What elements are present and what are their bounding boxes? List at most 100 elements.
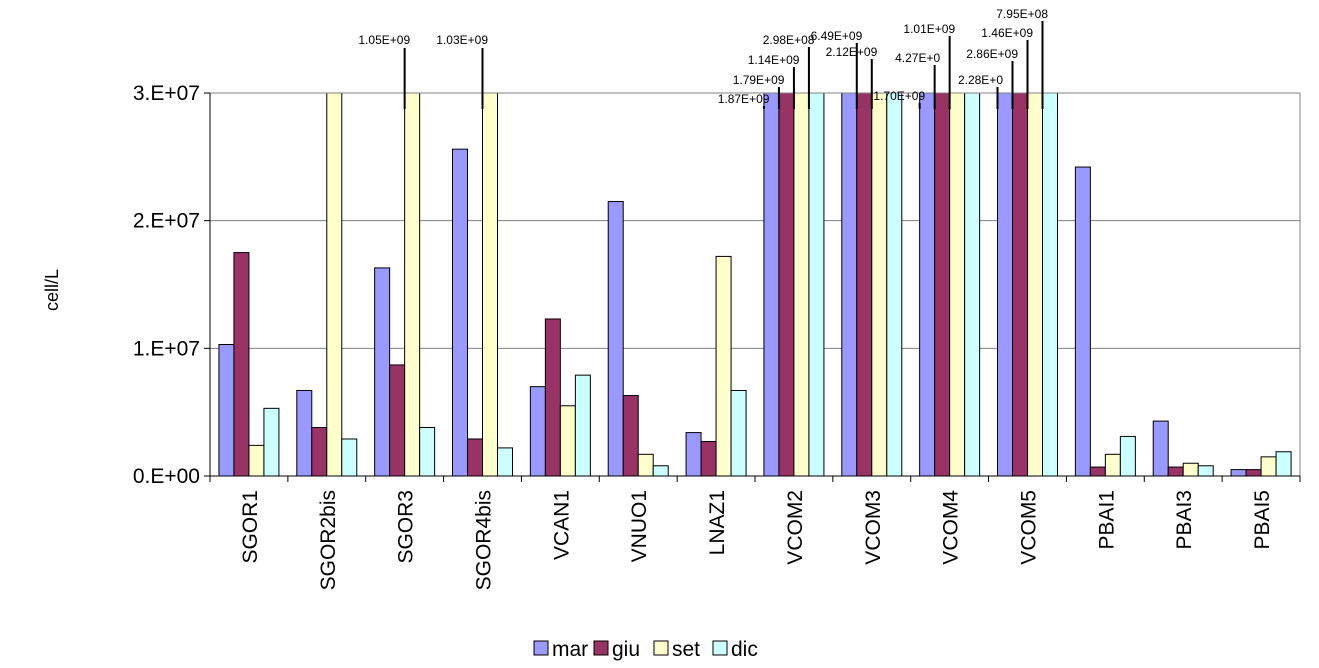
bar-vcom4-dic: [964, 92, 981, 477]
bar-vcom2-dic: [808, 92, 825, 477]
bar-vcom3-mar: [841, 92, 858, 477]
bar-pbai3-giu: [1167, 466, 1184, 477]
bar-sgor2bis-dic: [341, 438, 358, 477]
x-tick-label: PBAI5: [1251, 490, 1274, 550]
y-tick-label: 2.E+07: [133, 210, 200, 233]
bar-vcom5-set: [1027, 92, 1043, 477]
bar-sgor3-giu: [389, 364, 406, 477]
data-label: 1.01E+09: [903, 22, 955, 36]
data-label: 7.95E+08: [996, 7, 1048, 21]
bar-vnuo1-giu: [622, 395, 639, 477]
legend-label-mar: mar: [552, 638, 588, 661]
annotations: 1.05E+09 1.03E+09 1.87E+09 1.79E+09 1.14E+09…: [358, 7, 1048, 109]
bar-pbai5-set: [1260, 456, 1277, 477]
bars: [218, 92, 1292, 477]
data-label: 1.46E+09: [981, 26, 1033, 40]
y-tick-label: 3.E+07: [133, 82, 200, 105]
data-label: 2.98E+08: [763, 33, 815, 47]
bar-sgor2bis-mar: [296, 389, 313, 477]
data-label: 1.03E+09: [436, 33, 488, 47]
bar-sgor2bis-giu: [311, 426, 328, 477]
bar-vcom2-mar: [763, 92, 780, 477]
x-tick-label: PBAI3: [1173, 490, 1196, 550]
bar-vcom3-giu: [856, 92, 873, 477]
data-label: 4.27E+0: [895, 51, 940, 65]
x-tick-label: VNUO1: [628, 490, 651, 562]
bar-pbai5-giu: [1245, 469, 1262, 477]
axes: 0.E+00 1.E+07 2.E+07 3.E+07 SGOR1 SGOR2bis SGO…: [133, 82, 1301, 590]
bar-vcom2-giu: [778, 92, 795, 477]
x-tick-label: VCOM5: [1018, 490, 1041, 565]
bar-sgor4bis-dic: [497, 447, 513, 477]
data-label: 1.70E+09: [873, 89, 925, 103]
x-tick-label: SGOR2bis: [317, 490, 340, 590]
bar-pbai5-mar: [1230, 469, 1247, 477]
bar-vcan1-dic: [574, 374, 591, 477]
bar-sgor1-dic: [263, 407, 280, 477]
bar-sgor1-giu: [233, 252, 250, 477]
bar-vnuo1-mar: [607, 201, 624, 477]
bar-lnaz1-giu: [700, 441, 717, 477]
bar-vcom5-mar: [997, 92, 1013, 477]
legend-label-dic: dic: [731, 638, 758, 661]
bar-pbai5-dic: [1275, 451, 1292, 477]
bar-pbai3-set: [1182, 462, 1199, 477]
bar-vcom3-dic: [886, 92, 903, 477]
data-label: 2.12E+09: [826, 45, 878, 59]
bar-sgor3-dic: [419, 426, 436, 477]
bar-pbai1-giu: [1089, 466, 1106, 477]
y-axis-label: cell/L: [42, 269, 62, 311]
legend-swatch-set: [653, 640, 669, 656]
bar-vcom4-giu: [934, 92, 951, 477]
data-label: 2.86E+09: [966, 47, 1018, 61]
data-label: 1.05E+09: [358, 33, 410, 47]
x-tick-label: SGOR3: [395, 490, 418, 564]
legend-swatch-mar: [533, 640, 549, 656]
bar-sgor4bis-set: [482, 92, 498, 477]
bar-vcom2-set: [793, 92, 810, 477]
legend-swatch-dic: [712, 640, 728, 656]
legend-swatch-giu: [593, 640, 609, 656]
grid-lines: [210, 92, 1300, 349]
bar-sgor3-set: [404, 92, 421, 477]
bar-sgor1-mar: [218, 344, 235, 477]
data-label: 6.49E+09: [811, 29, 863, 43]
x-tick-label: VCOM4: [940, 490, 963, 565]
bar-vcom5-giu: [1012, 92, 1028, 477]
bar-sgor4bis-giu: [467, 438, 483, 477]
bar-vcan1-giu: [544, 318, 561, 477]
bar-lnaz1-set: [715, 255, 732, 477]
bar-sgor2bis-set: [326, 92, 343, 477]
bar-pbai3-dic: [1197, 465, 1214, 477]
bar-vcan1-mar: [529, 386, 546, 477]
bar-sgor4bis-mar: [452, 148, 468, 477]
bar-vcom4-mar: [919, 92, 936, 477]
bar-vcom5-dic: [1042, 92, 1058, 477]
bar-pbai1-mar: [1074, 166, 1091, 477]
bar-sgor1-set: [248, 444, 265, 477]
legend-label-giu: giu: [612, 638, 640, 661]
x-tick-label: VCAN1: [550, 490, 573, 560]
data-label: 2.28E+0: [958, 73, 1003, 87]
y-tick-label: 1.E+07: [133, 337, 200, 360]
data-label: 1.87E+09: [718, 92, 770, 106]
bar-pbai1-set: [1104, 453, 1121, 477]
legend-label-set: set: [672, 638, 700, 661]
y-tick-label: 0.E+00: [133, 465, 200, 488]
data-label: 1.14E+09: [748, 53, 800, 67]
x-tick-label: VCOM3: [862, 490, 885, 565]
x-tick-label: SGOR4bis: [473, 490, 496, 590]
legend: mar giu set dic: [533, 638, 758, 661]
bar-pbai1-dic: [1119, 435, 1136, 477]
bar-vnuo1-dic: [652, 465, 669, 477]
x-tick-label: PBAI1: [1095, 490, 1118, 550]
bar-lnaz1-dic: [730, 389, 747, 477]
bar-vnuo1-set: [637, 453, 654, 477]
x-tick-label: LNAZ1: [706, 490, 729, 555]
x-tick-label: SGOR1: [239, 490, 262, 564]
x-tick-label: VCOM2: [784, 490, 807, 565]
bar-vcan1-set: [559, 405, 576, 477]
bar-lnaz1-mar: [685, 432, 702, 477]
bar-pbai3-mar: [1152, 420, 1169, 477]
